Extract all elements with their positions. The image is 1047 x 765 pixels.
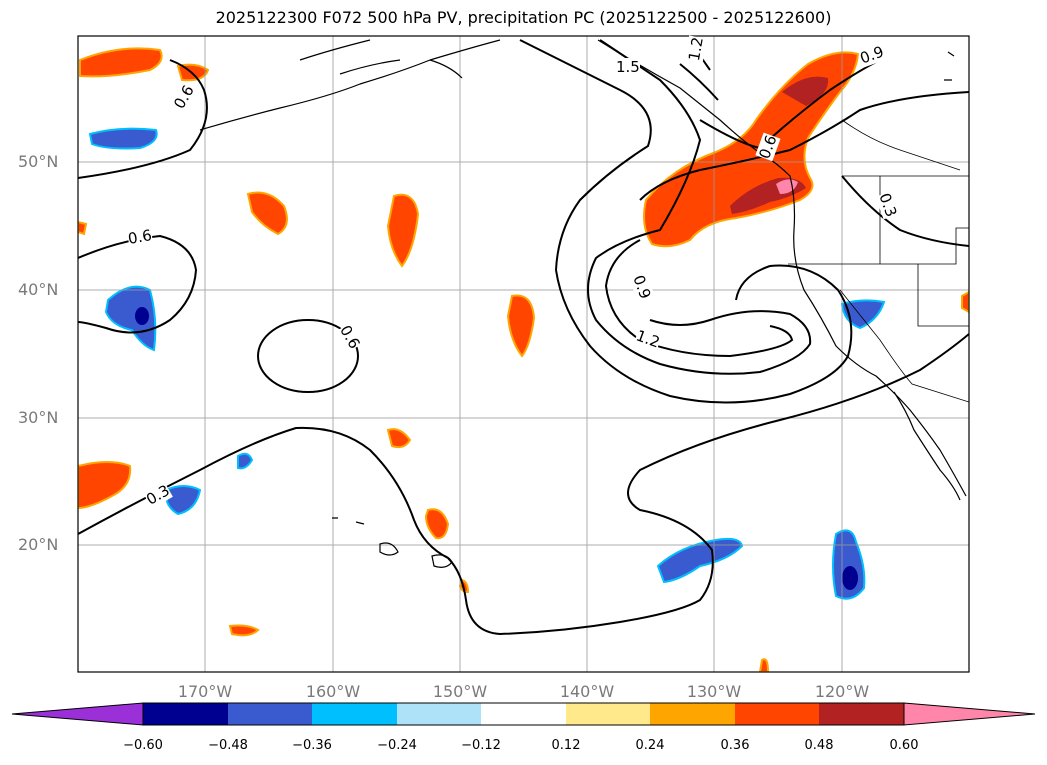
lat-label-50n: 50°N: [18, 152, 59, 171]
colorbar-lt-extension: [11, 702, 144, 726]
colorbar-tick: −0.12: [461, 738, 501, 753]
colorbar-tick: 0.60: [889, 738, 919, 753]
pv-contours: [78, 39, 969, 636]
colorbar-bin-n60: [143, 703, 228, 725]
graticule: [78, 36, 969, 672]
coastlines: [199, 39, 967, 568]
colorbar-gt-extension: [903, 702, 1036, 726]
lon-label-170w: 170°W: [177, 682, 233, 701]
political-borders: [788, 119, 969, 403]
colorbar-bin-n24: [397, 703, 481, 725]
colorbar-tick: −0.60: [123, 738, 163, 753]
colorbar-bin-p24: [650, 703, 735, 725]
lat-label-30n: 30°N: [18, 408, 59, 427]
lat-label-20n: 20°N: [18, 535, 59, 554]
colorbar: [11, 702, 1036, 726]
colorbar-tick: −0.48: [208, 738, 248, 753]
lon-label-130w: 130°W: [686, 682, 742, 701]
colorbar-tick: 0.12: [551, 738, 581, 753]
lon-label-160w: 160°W: [305, 682, 361, 701]
colorbar-tick: −0.24: [377, 738, 417, 753]
lon-label-150w: 150°W: [432, 682, 488, 701]
colorbar-tick: 0.24: [635, 738, 665, 753]
colorbar-bin-zero: [481, 703, 566, 725]
colorbar-bin-p12: [566, 703, 650, 725]
precip-positive-areas: [78, 47, 969, 672]
colorbar-bin-p48: [819, 703, 904, 725]
map-area: [78, 36, 969, 672]
colorbar-bin-n36: [312, 703, 397, 725]
colorbar-tick: −0.36: [292, 738, 332, 753]
colorbar-bin-n48: [228, 703, 312, 725]
map-frame: [77, 35, 970, 673]
contour-label: 1.5: [616, 58, 640, 76]
map-title: 2025122300 F072 500 hPa PV, precipitatio…: [215, 8, 832, 27]
colorbar-bin-p36: [735, 703, 819, 725]
precip-negative-areas: [88, 127, 886, 600]
colorbar-tick: 0.36: [720, 738, 750, 753]
lat-label-40n: 40°N: [18, 280, 59, 299]
lon-label-140w: 140°W: [559, 682, 615, 701]
lon-label-120w: 120°W: [814, 682, 870, 701]
colorbar-tick: 0.48: [804, 738, 834, 753]
